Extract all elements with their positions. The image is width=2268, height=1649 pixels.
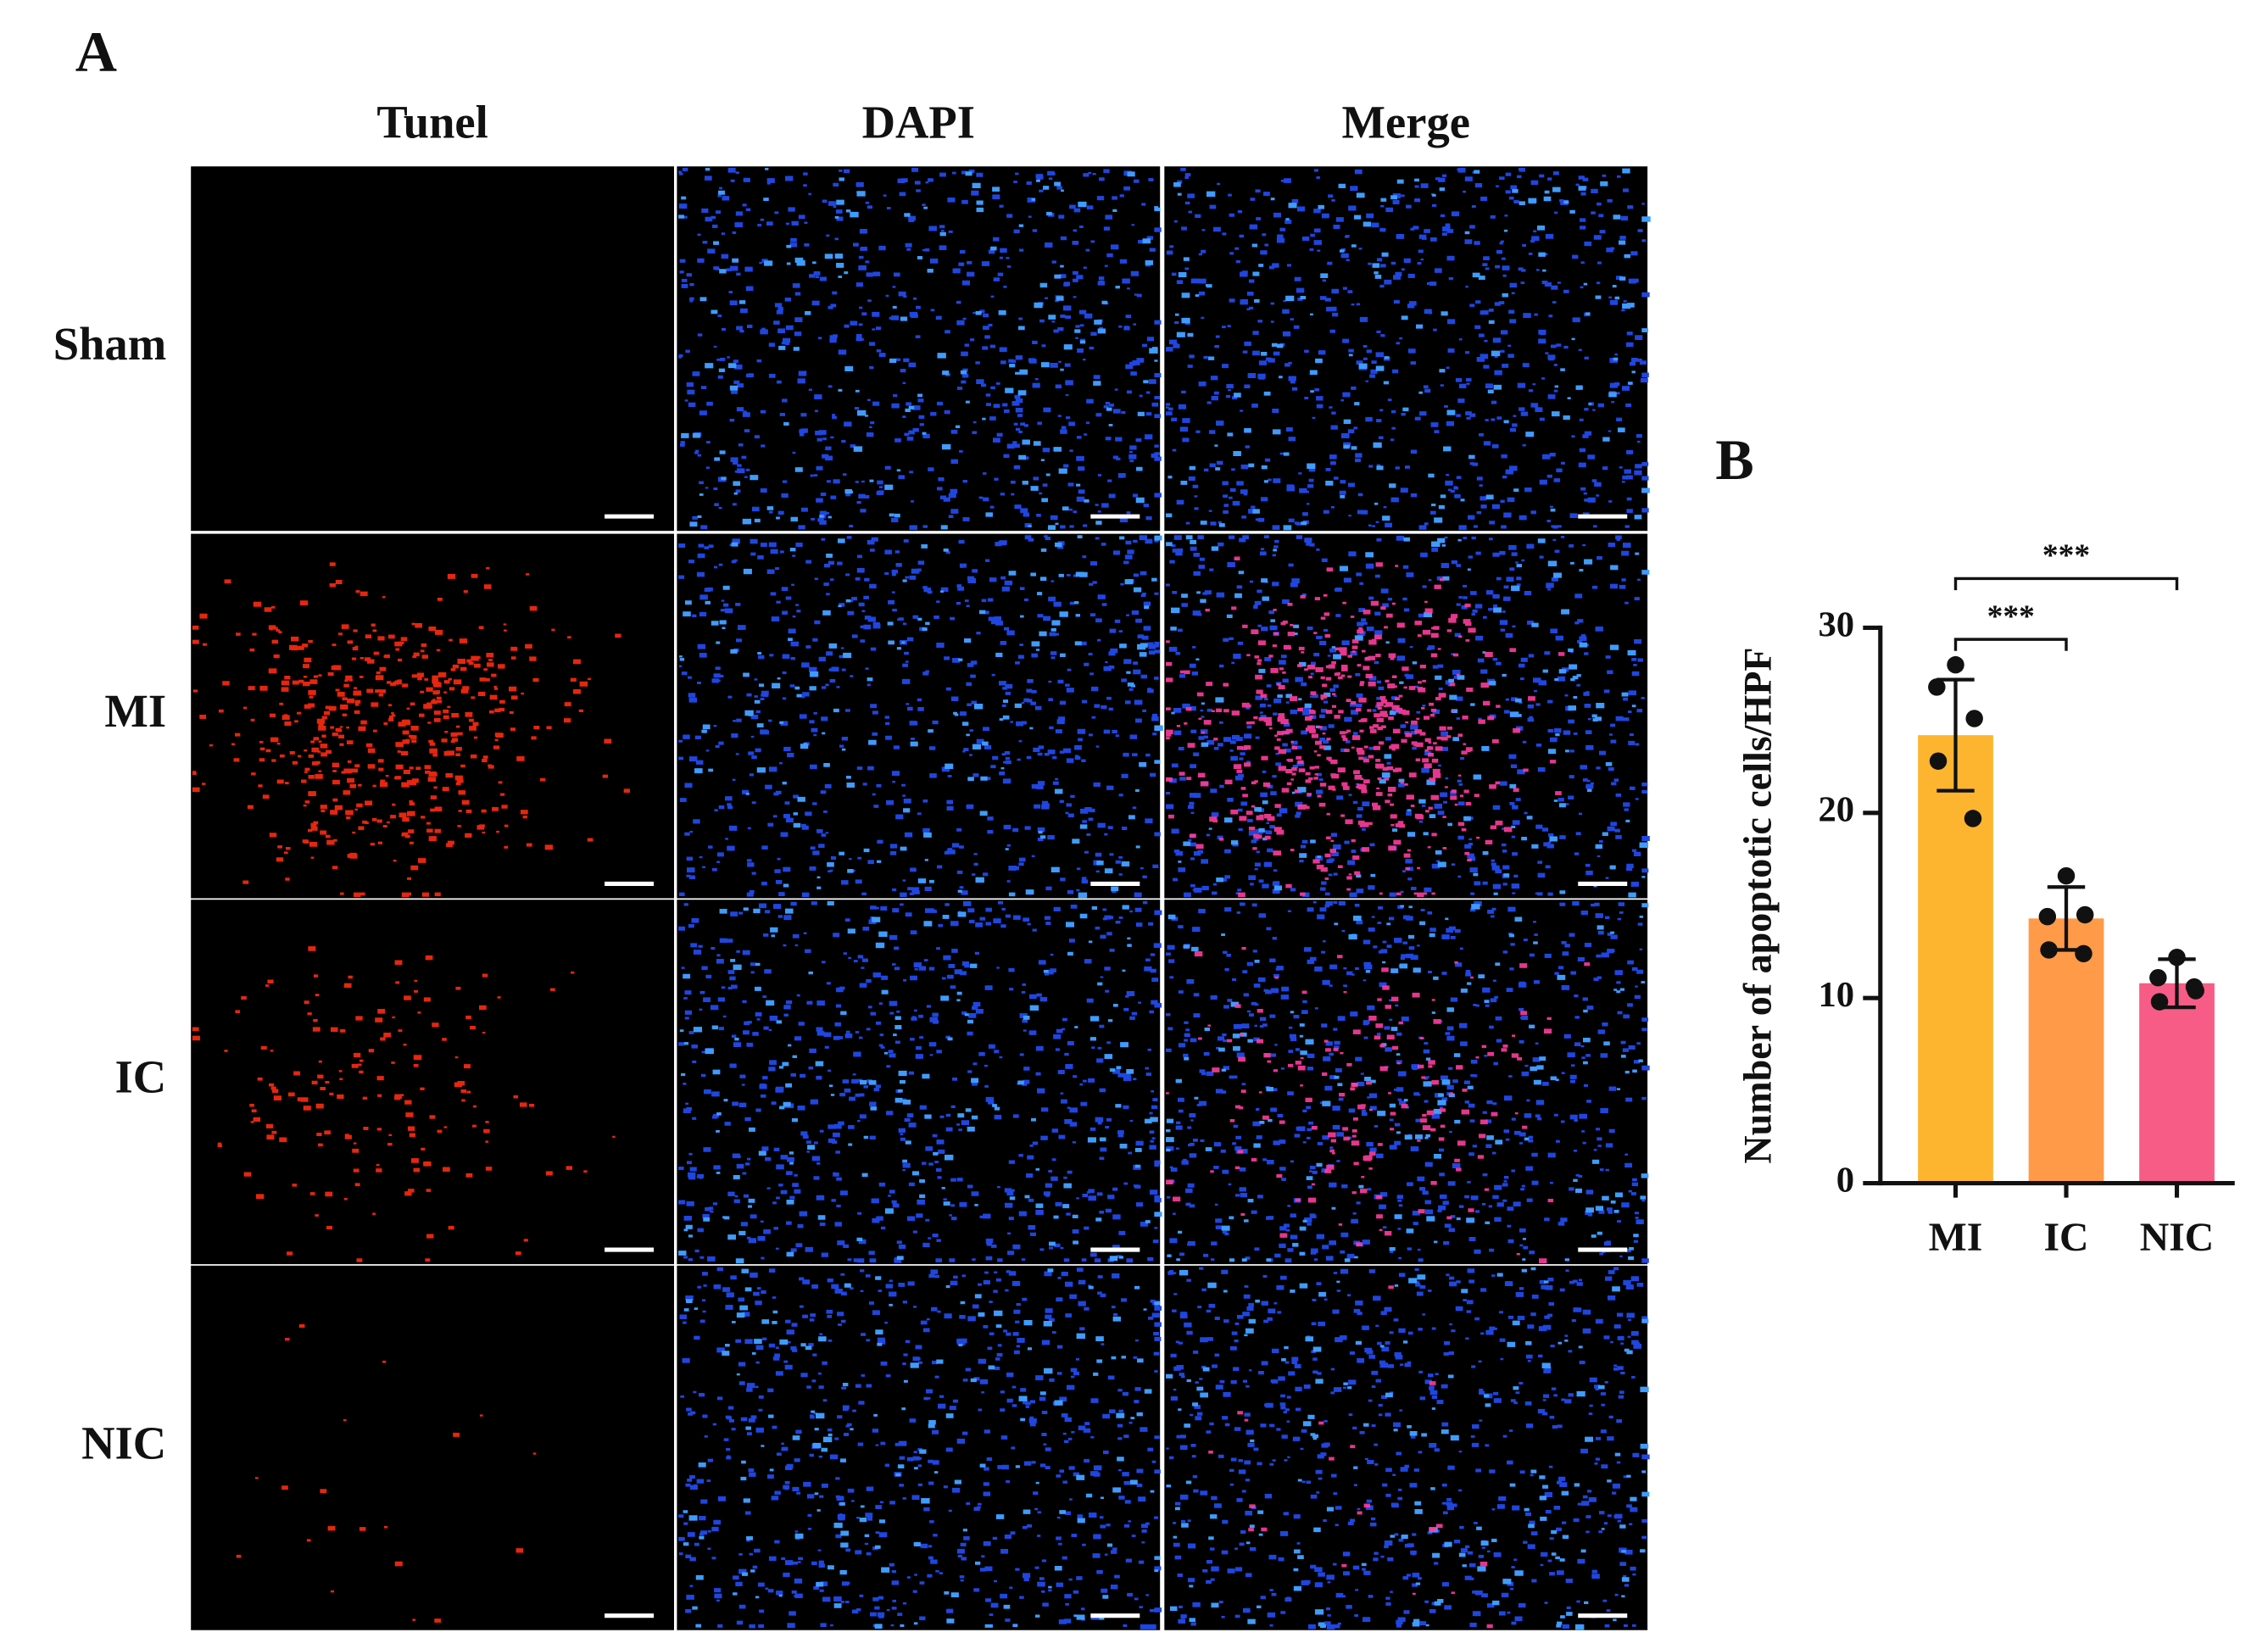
nuclei bbox=[678, 1267, 1162, 1630]
micrograph bbox=[677, 900, 1162, 1265]
micrograph bbox=[677, 1265, 1162, 1630]
column-label: Merge bbox=[1341, 97, 1469, 148]
nuclei bbox=[1166, 1267, 1650, 1630]
y-tick-label: 0 bbox=[1836, 1160, 1854, 1200]
image-panel bbox=[191, 900, 674, 1265]
micrograph bbox=[1164, 900, 1650, 1265]
panel-label: B bbox=[1715, 427, 1754, 492]
data-point bbox=[2076, 905, 2094, 924]
image-panel bbox=[191, 533, 674, 899]
micrograph bbox=[191, 533, 674, 899]
row-label: NIC bbox=[81, 1417, 166, 1468]
error-bar bbox=[2158, 957, 2196, 1010]
image-panel bbox=[1164, 1265, 1648, 1630]
image-panel bbox=[677, 166, 1161, 532]
micrograph bbox=[677, 166, 1162, 532]
image-panel bbox=[191, 1265, 674, 1630]
data-point bbox=[2038, 907, 2057, 926]
data-point bbox=[1964, 810, 1982, 827]
nuclei bbox=[1166, 535, 1650, 898]
apoptotic-cells bbox=[192, 562, 630, 898]
micrograph bbox=[191, 1265, 674, 1630]
error-bar bbox=[2047, 885, 2086, 952]
y-axis-label: Number of apoptotic cells/HPF bbox=[1736, 647, 1779, 1163]
bar bbox=[2139, 983, 2215, 1184]
y-tick-label: 30 bbox=[1818, 604, 1854, 644]
nuclei bbox=[1166, 167, 1650, 531]
data-point bbox=[2149, 968, 2167, 987]
data-point bbox=[2075, 944, 2092, 963]
x-tick-label: MI bbox=[1929, 1215, 1983, 1260]
x-tick-label: NIC bbox=[2140, 1215, 2215, 1260]
error-bar bbox=[1936, 677, 1975, 793]
data-point bbox=[2168, 948, 2186, 967]
data-point bbox=[1928, 678, 1946, 696]
y-tick-label: 20 bbox=[1818, 790, 1854, 830]
micrograph bbox=[191, 900, 674, 1265]
apoptotic-cells bbox=[1166, 556, 1565, 898]
significance-label: *** bbox=[2042, 538, 2090, 573]
row-label: MI bbox=[104, 685, 166, 737]
micrograph bbox=[1164, 1265, 1650, 1630]
micrograph bbox=[191, 166, 674, 532]
column-label: Tunel bbox=[376, 97, 488, 148]
apoptotic-cells bbox=[192, 946, 616, 1262]
image-panel bbox=[1164, 533, 1648, 899]
significance-bracket bbox=[1953, 638, 2068, 651]
bar bbox=[1918, 735, 1993, 1184]
image-panel bbox=[1164, 166, 1648, 532]
x-tick-label: IC bbox=[2043, 1215, 2088, 1260]
image-panel bbox=[191, 166, 674, 532]
data-point bbox=[2057, 866, 2076, 885]
image-panel bbox=[1164, 900, 1648, 1265]
bar bbox=[2028, 918, 2104, 1184]
significance-label: *** bbox=[1987, 599, 2035, 634]
nuclei-bright bbox=[683, 1268, 1161, 1630]
micrograph bbox=[677, 533, 1163, 899]
image-panel bbox=[677, 1265, 1161, 1630]
micrograph bbox=[1164, 533, 1650, 899]
data-point bbox=[1929, 752, 1948, 770]
data-point bbox=[1965, 710, 1983, 727]
y-tick-label: 10 bbox=[1818, 975, 1854, 1015]
row-label: Sham bbox=[53, 318, 166, 370]
panel-label: A bbox=[75, 19, 117, 84]
row-label: IC bbox=[115, 1051, 167, 1103]
nuclei bbox=[678, 535, 1161, 898]
significance-bracket bbox=[1953, 577, 2179, 591]
micrograph bbox=[1164, 166, 1651, 532]
column-label: DAPI bbox=[862, 97, 975, 148]
data-point bbox=[1947, 655, 1964, 674]
data-point bbox=[2185, 978, 2204, 996]
nuclei-bright bbox=[678, 167, 1161, 530]
